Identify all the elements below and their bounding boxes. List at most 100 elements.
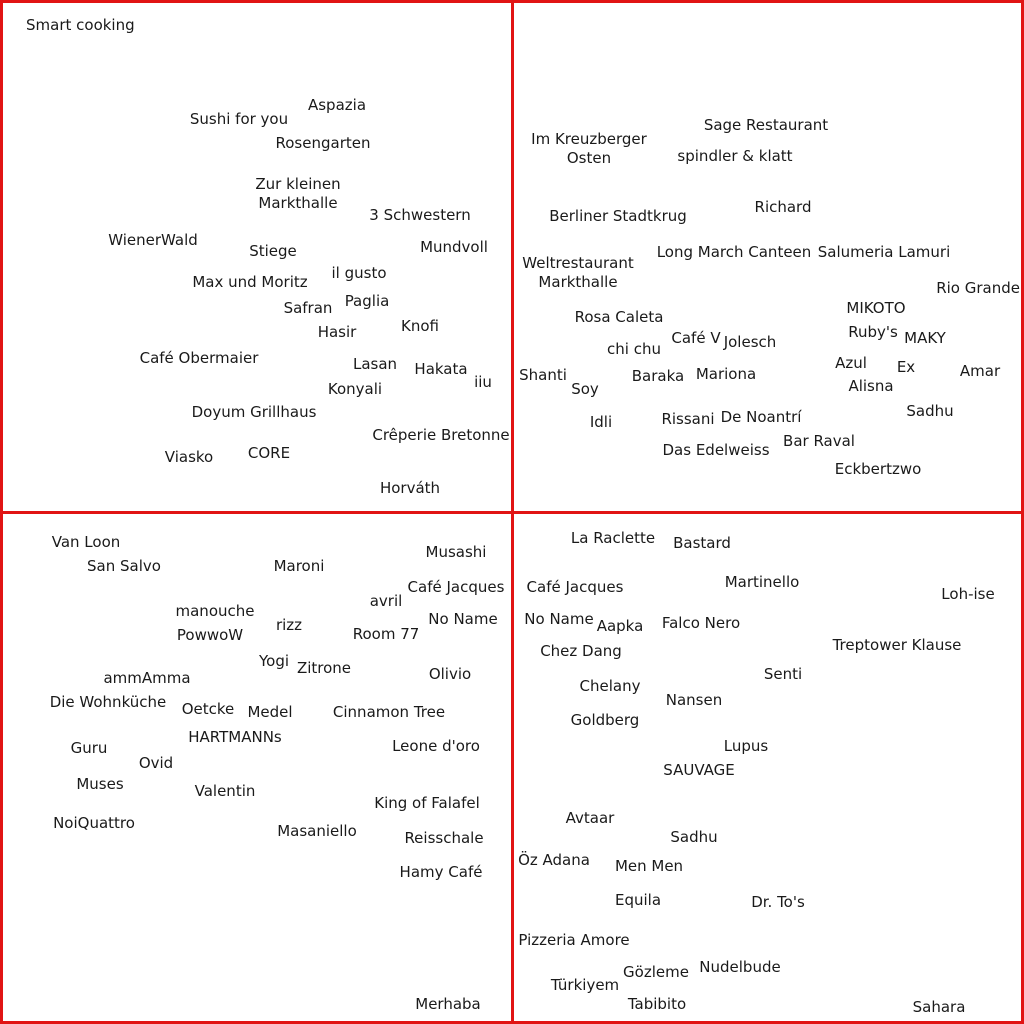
restaurant-label: Shanti: [519, 366, 567, 384]
restaurant-label: Hamy Café: [399, 863, 483, 881]
restaurant-label: Nudelbude: [699, 958, 781, 976]
restaurant-label: Eckbertzwo: [834, 460, 922, 478]
restaurant-label: MIKOTO: [846, 299, 906, 317]
restaurant-label: rizz: [275, 616, 303, 634]
restaurant-label: Chez Dang: [540, 642, 622, 660]
restaurant-label: Café Jacques: [526, 578, 624, 596]
restaurant-label: Die Wohnküche: [49, 693, 167, 711]
restaurant-label: Medel: [247, 703, 293, 721]
restaurant-label: Musashi: [425, 543, 487, 561]
restaurant-label: Aapka: [596, 617, 644, 635]
restaurant-label: Aspazia: [307, 96, 367, 114]
restaurant-label: San Salvo: [87, 557, 161, 575]
quadrant-bottom-right: [511, 511, 1024, 1024]
restaurant-label: Horváth: [379, 479, 441, 497]
restaurant-label: Viasko: [164, 448, 214, 466]
restaurant-label: Türkiyem: [550, 976, 620, 994]
restaurant-label: Masaniello: [277, 822, 357, 840]
restaurant-label: Falco Nero: [661, 614, 741, 632]
restaurant-label: Ruby's: [848, 323, 898, 341]
restaurant-label: Azul: [835, 354, 867, 372]
restaurant-label: Weltrestaurant Markthalle: [522, 254, 634, 291]
restaurant-label: Hasir: [317, 323, 357, 341]
page-title: Smart cooking: [26, 16, 135, 34]
restaurant-label: Lupus: [723, 737, 769, 755]
restaurant-label: Stiege: [249, 242, 297, 260]
restaurant-label: Hakata: [414, 360, 468, 378]
restaurant-label: Soy: [571, 380, 599, 398]
restaurant-label: Martinello: [724, 573, 800, 591]
restaurant-label: Café Obermaier: [139, 349, 259, 367]
restaurant-label: Long March Canteen: [656, 243, 812, 261]
restaurant-label: Yogi: [258, 652, 290, 670]
restaurant-label: Equila: [614, 891, 662, 909]
restaurant-label: Gözleme: [623, 963, 689, 981]
restaurant-label: Maroni: [273, 557, 325, 575]
restaurant-label: Safran: [283, 299, 333, 317]
restaurant-label: iiu: [474, 373, 492, 391]
restaurant-label: Muses: [76, 775, 124, 793]
restaurant-label: Mundvoll: [420, 238, 488, 256]
restaurant-label: Rissani: [661, 410, 715, 428]
restaurant-label: Café Jacques: [407, 578, 505, 596]
restaurant-label: HARTMANNs: [188, 728, 282, 746]
restaurant-label: Ex: [896, 358, 916, 376]
restaurant-label: Doyum Grillhaus: [191, 403, 317, 421]
restaurant-label: Sadhu: [906, 402, 954, 420]
restaurant-label: Berliner Stadtkrug: [549, 207, 687, 225]
restaurant-label: Knofi: [401, 317, 439, 335]
restaurant-label: Sahara: [912, 998, 966, 1016]
restaurant-label: Mariona: [695, 365, 757, 383]
restaurant-label: Men Men: [614, 857, 684, 875]
restaurant-label: Alisna: [848, 377, 894, 395]
restaurant-label: Oetcke: [181, 700, 235, 718]
restaurant-label: 3 Schwestern: [369, 206, 471, 224]
restaurant-label: Van Loon: [51, 533, 121, 551]
restaurant-label: Bastard: [673, 534, 731, 552]
restaurant-label: Leone d'oro: [392, 737, 480, 755]
restaurant-label: La Raclette: [570, 529, 656, 547]
restaurant-label: MAKY: [904, 329, 946, 347]
restaurant-label: manouche: [175, 602, 255, 620]
restaurant-label: Loh-ise: [941, 585, 995, 603]
restaurant-label: Cinnamon Tree: [332, 703, 446, 721]
restaurant-label: Jolesch: [723, 333, 777, 351]
restaurant-label: Konyali: [327, 380, 383, 398]
restaurant-label: PowwoW: [176, 626, 244, 644]
restaurant-label: Sadhu: [670, 828, 718, 846]
restaurant-label: CORE: [247, 444, 291, 462]
restaurant-label: Guru: [70, 739, 108, 757]
restaurant-label: Das Edelweiss: [662, 441, 770, 459]
restaurant-label: Amar: [959, 362, 1001, 380]
restaurant-label: Merhaba: [415, 995, 481, 1013]
restaurant-label: Café V: [671, 329, 721, 347]
restaurant-label: SAUVAGE: [663, 761, 735, 779]
restaurant-label: Ovid: [138, 754, 174, 772]
restaurant-label: Sage Restaurant: [703, 116, 829, 134]
restaurant-label: Treptower Klause: [832, 636, 962, 654]
restaurant-label: NoiQuattro: [53, 814, 135, 832]
restaurant-label: Dr. To's: [751, 893, 805, 911]
restaurant-label: Crêperie Bretonne: [372, 426, 510, 444]
restaurant-label: No Name: [524, 610, 594, 628]
restaurant-label: Zitrone: [296, 659, 352, 677]
restaurant-label: Salumeria Lamuri: [817, 243, 951, 261]
restaurant-label: il gusto: [331, 264, 387, 282]
restaurant-label: Nansen: [665, 691, 723, 709]
restaurant-label: Im Kreuzberger Osten: [531, 130, 647, 167]
restaurant-label: De Noantrí: [720, 408, 802, 426]
restaurant-label: Idli: [589, 413, 613, 431]
restaurant-label: Bar Raval: [783, 432, 855, 450]
restaurant-label: Richard: [754, 198, 812, 216]
restaurant-label: ammAmma: [103, 669, 191, 687]
restaurant-label: Max und Moritz: [192, 273, 308, 291]
restaurant-label: No Name: [428, 610, 498, 628]
restaurant-label: Chelany: [579, 677, 641, 695]
restaurant-label: Room 77: [352, 625, 420, 643]
restaurant-label: Avtaar: [565, 809, 615, 827]
restaurant-label: spindler & klatt: [677, 147, 793, 165]
restaurant-label: Paglia: [344, 292, 390, 310]
restaurant-label: Reisschale: [404, 829, 484, 847]
restaurant-label: Rosengarten: [275, 134, 371, 152]
